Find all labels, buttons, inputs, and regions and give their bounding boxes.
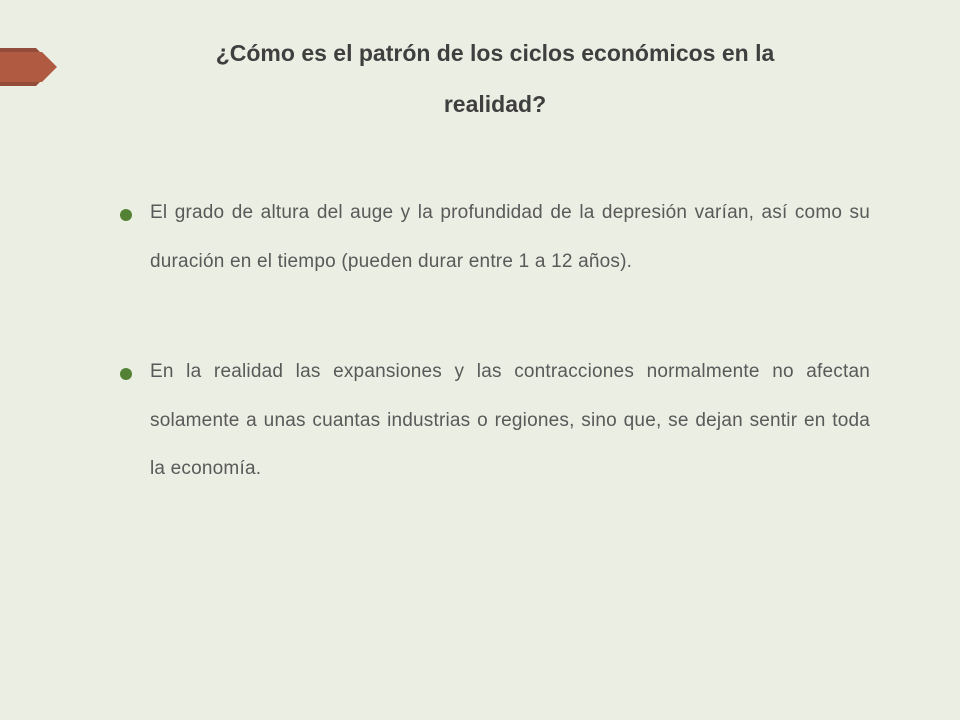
slide-content: ¿Cómo es el patrón de los ciclos económi…: [0, 0, 960, 720]
bullet-list: El grado de altura del auge y la profund…: [90, 189, 870, 493]
slide-title: ¿Cómo es el patrón de los ciclos económi…: [170, 28, 820, 129]
bullet-item: El grado de altura del auge y la profund…: [150, 189, 870, 286]
bullet-item: En la realidad las expansiones y las con…: [150, 348, 870, 493]
